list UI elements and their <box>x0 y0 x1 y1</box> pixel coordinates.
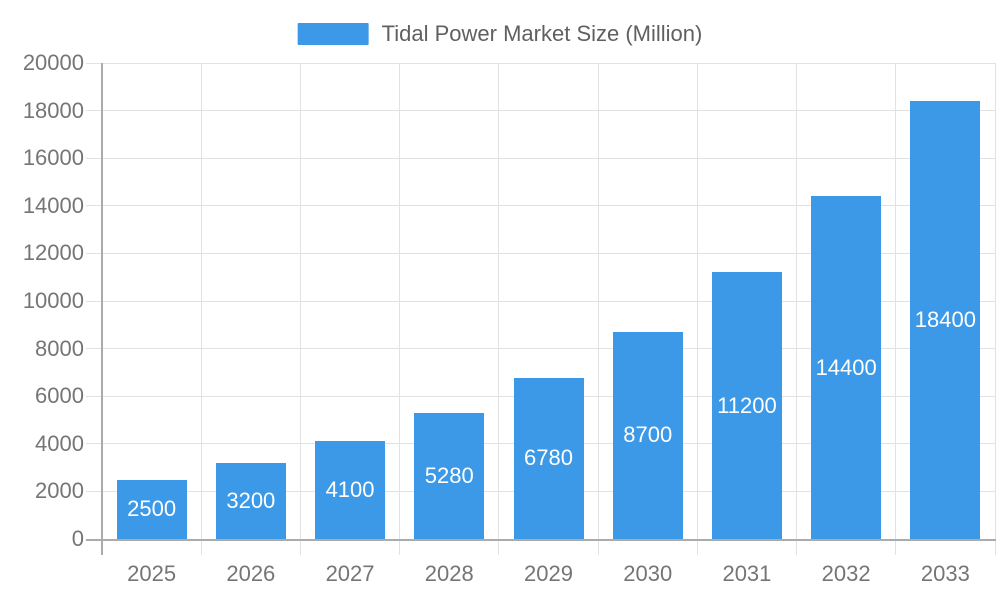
x-axis-label: 2031 <box>722 561 772 586</box>
bar[interactable]: 8700 <box>612 331 683 539</box>
x-axis-tick <box>299 541 301 555</box>
y-axis-tick <box>86 395 102 397</box>
x-axis-tick <box>796 541 798 555</box>
grid-line-vertical <box>796 63 798 539</box>
bar-value-label: 6780 <box>524 445 573 471</box>
y-axis-label: 0 <box>71 526 84 551</box>
grid-line-horizontal <box>102 205 995 207</box>
y-axis-tick <box>86 205 102 207</box>
y-axis-tick <box>86 157 102 159</box>
y-axis-label: 16000 <box>22 145 84 171</box>
y-axis-label: 18000 <box>22 97 84 123</box>
x-axis-label: 2028 <box>424 561 474 586</box>
x-axis-label: 2033 <box>920 561 970 586</box>
bar-value-label: 14400 <box>815 354 877 380</box>
y-axis-tick <box>86 62 102 64</box>
y-axis-tick <box>86 348 102 350</box>
y-axis-tick <box>86 110 102 112</box>
x-axis-label: 2032 <box>821 561 871 586</box>
y-axis-label: 8000 <box>35 335 84 361</box>
grid-line-vertical <box>399 63 401 539</box>
x-axis-label: 2029 <box>524 561 573 586</box>
legend-swatch-icon <box>297 23 369 45</box>
grid-line-horizontal <box>102 62 995 64</box>
legend-item[interactable]: Tidal Power Market Size (Million) <box>297 21 703 47</box>
y-axis-line <box>101 63 103 555</box>
x-axis-tick <box>895 541 897 555</box>
y-axis-label: 20000 <box>22 50 84 75</box>
bar-value-label: 2500 <box>127 496 177 522</box>
grid-line-vertical <box>994 63 996 539</box>
grid-line-horizontal <box>102 300 995 302</box>
grid-line-vertical <box>696 63 698 539</box>
grid-line-vertical <box>299 63 301 539</box>
bar-value-label: 8700 <box>623 422 673 448</box>
y-axis-label: 4000 <box>35 430 84 456</box>
x-axis-label: 2027 <box>325 561 375 586</box>
grid-line-horizontal <box>102 252 995 254</box>
grid-line-vertical <box>895 63 897 539</box>
bar[interactable]: 6780 <box>513 377 584 539</box>
x-axis-tick <box>498 541 500 555</box>
bar-value-label: 3200 <box>226 487 276 513</box>
x-axis-tick <box>399 541 401 555</box>
grid-line-horizontal <box>102 110 995 112</box>
x-axis-tick <box>696 541 698 555</box>
bar-value-label: 18400 <box>914 307 976 333</box>
y-axis-label: 14000 <box>22 192 84 218</box>
grid-line-horizontal <box>102 157 995 159</box>
legend-label: Tidal Power Market Size (Million) <box>381 21 703 46</box>
x-axis-label: 2025 <box>127 561 177 586</box>
y-axis-tick <box>86 490 102 492</box>
bar[interactable]: 3200 <box>215 462 286 539</box>
bar-value-label: 11200 <box>717 392 777 418</box>
y-axis-tick <box>86 443 102 445</box>
bar[interactable]: 11200 <box>711 272 782 539</box>
y-axis-tick <box>86 300 102 302</box>
y-axis-label: 10000 <box>22 288 84 313</box>
x-axis-tick <box>200 541 202 555</box>
y-axis-label: 6000 <box>35 383 84 409</box>
grid-line-vertical <box>200 63 202 539</box>
bar[interactable]: 2500 <box>116 479 187 539</box>
grid-line-vertical <box>597 63 599 539</box>
x-axis-tick <box>994 541 996 555</box>
bar[interactable]: 18400 <box>910 101 981 539</box>
x-axis-label: 2030 <box>623 561 673 586</box>
y-axis-tick <box>86 252 102 254</box>
bar[interactable]: 14400 <box>811 196 882 539</box>
bar[interactable]: 5280 <box>414 413 485 539</box>
x-axis-tick <box>597 541 599 555</box>
y-axis-label: 2000 <box>35 478 84 504</box>
grid-line-vertical <box>498 63 500 539</box>
bar-value-label: 5280 <box>424 463 474 489</box>
x-axis-line <box>86 539 996 541</box>
x-axis-label: 2026 <box>226 561 276 586</box>
bar-value-label: 4100 <box>325 477 375 503</box>
y-axis-label: 12000 <box>22 240 84 266</box>
bar[interactable]: 4100 <box>315 441 386 539</box>
grid-line-horizontal <box>102 348 995 350</box>
